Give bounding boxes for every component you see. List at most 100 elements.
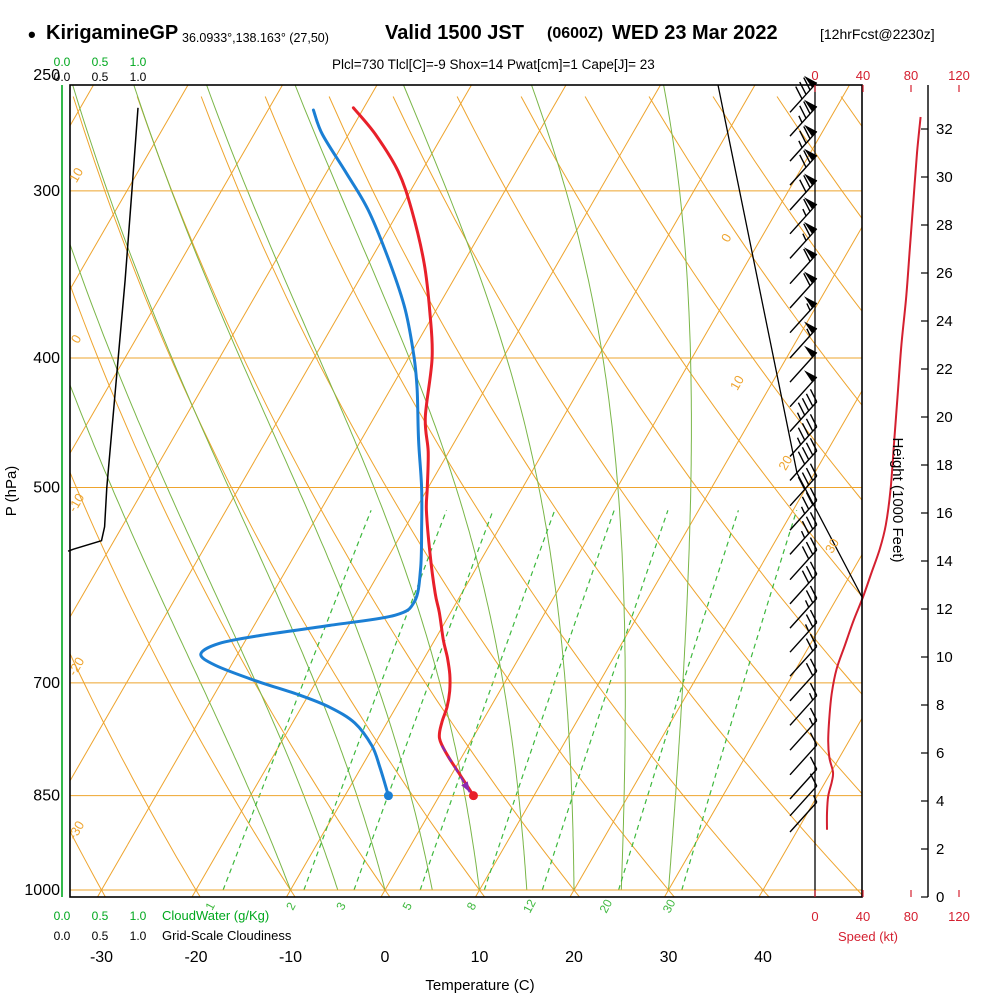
barb-half bbox=[808, 692, 814, 701]
mixing-ratio-label: 2 bbox=[283, 900, 299, 913]
chart-element bbox=[789, 524, 818, 555]
speed-tick-top-label: 120 bbox=[948, 68, 970, 83]
pressure-tick-label: 400 bbox=[33, 350, 60, 367]
barb-flag bbox=[804, 247, 817, 260]
temp-tick-label: 0 bbox=[381, 949, 390, 966]
isotherm-line bbox=[97, 85, 567, 897]
wind-barb bbox=[789, 773, 818, 817]
chart-element bbox=[789, 130, 818, 162]
isotherm-label-left: -20 bbox=[65, 654, 87, 678]
barb-flag bbox=[804, 197, 817, 210]
wind-barb bbox=[789, 296, 818, 334]
barb-half bbox=[806, 328, 811, 336]
barb-flag bbox=[804, 173, 817, 186]
isotherm-label-right: 20 bbox=[775, 453, 795, 473]
chart-element bbox=[789, 549, 818, 581]
barb-half bbox=[800, 530, 806, 539]
height-tick-label: 16 bbox=[936, 505, 953, 522]
cloudiness-scale-top: 0.5 bbox=[92, 70, 109, 84]
dry-adiabat-line bbox=[70, 652, 201, 897]
height-tick-label: 24 bbox=[936, 313, 953, 330]
chart-element bbox=[789, 105, 818, 137]
wind-barb bbox=[789, 633, 818, 677]
height-tick-label: 28 bbox=[936, 217, 953, 234]
barb-half bbox=[796, 437, 802, 445]
mixing-ratio-line bbox=[483, 510, 615, 891]
height-tick-label: 6 bbox=[936, 745, 944, 762]
barb-full bbox=[801, 397, 810, 412]
chart-element bbox=[789, 646, 818, 677]
barb-full bbox=[805, 590, 814, 604]
moist-adiabat-line bbox=[70, 242, 339, 891]
barb-full bbox=[803, 77, 811, 91]
surface-temp-dot bbox=[468, 791, 478, 801]
dewpoint-curve bbox=[199, 108, 424, 798]
height-tick-label: 8 bbox=[936, 697, 944, 714]
wind-barb bbox=[789, 438, 818, 481]
dry-adiabat-line bbox=[456, 96, 862, 696]
barb-full bbox=[797, 427, 806, 441]
mixing-ratio-label: 3 bbox=[333, 900, 349, 913]
moist-adiabat-line bbox=[206, 85, 480, 891]
barb-full bbox=[809, 414, 818, 428]
wind-barbs bbox=[789, 75, 818, 833]
barb-full bbox=[809, 585, 818, 599]
barb-full bbox=[805, 418, 814, 432]
dry-adiabat-line bbox=[520, 96, 862, 598]
wind-barb bbox=[789, 561, 818, 605]
cloudiness-scale-bottom: 0.0 bbox=[54, 929, 71, 943]
chart-element bbox=[789, 253, 818, 285]
barb-full bbox=[805, 442, 814, 456]
barb-full bbox=[809, 682, 818, 696]
barb-flag bbox=[804, 271, 817, 284]
chart-element bbox=[789, 302, 818, 334]
cloudiness-scale-bottom: 1.0 bbox=[130, 929, 147, 943]
forecast-init-info: [12hrFcst@2230z] bbox=[820, 26, 935, 42]
barb-half bbox=[798, 140, 803, 149]
moist-adiabat-line bbox=[294, 85, 528, 891]
barb-full bbox=[809, 609, 818, 623]
station-name: KirigamineGP bbox=[46, 22, 179, 44]
barb-full bbox=[805, 541, 814, 555]
height-tick-label: 26 bbox=[936, 265, 953, 282]
barb-full bbox=[809, 537, 818, 551]
mixing-ratio-line bbox=[419, 510, 556, 891]
pressure-tick-label: 1000 bbox=[24, 882, 60, 899]
wind-barb bbox=[789, 99, 818, 137]
parcel-arrowhead bbox=[461, 781, 470, 793]
wind-barb bbox=[789, 389, 818, 432]
isotherm-label-right: 0 bbox=[718, 231, 735, 245]
barb-half bbox=[800, 506, 806, 515]
barb-full bbox=[803, 248, 811, 262]
speed-tick-bottom-label: 40 bbox=[856, 909, 870, 924]
dry-adiabat-line bbox=[648, 96, 862, 406]
dry-adiabat-line bbox=[136, 96, 581, 897]
barb-half bbox=[812, 795, 818, 803]
barb-full bbox=[805, 638, 814, 652]
mixing-ratio-line bbox=[303, 510, 448, 891]
speed-tick-bottom-label: 80 bbox=[904, 909, 918, 924]
barb-full bbox=[809, 487, 818, 501]
chart-element bbox=[789, 573, 818, 605]
chart-element bbox=[789, 597, 818, 629]
barb-full bbox=[809, 511, 818, 525]
chart-element bbox=[789, 327, 818, 359]
isotherm-line bbox=[70, 85, 189, 291]
barb-half bbox=[804, 624, 810, 632]
chart-element bbox=[789, 720, 818, 751]
wind-barb bbox=[789, 487, 818, 531]
barb-half bbox=[808, 717, 814, 726]
barb-half bbox=[798, 115, 803, 124]
cloudwater-scale-bottom: 0.5 bbox=[92, 909, 109, 923]
isotherm-line bbox=[569, 389, 862, 897]
isotherm-line bbox=[70, 85, 283, 455]
isotherm-label-left: -10 bbox=[65, 491, 87, 515]
chart-element bbox=[789, 768, 818, 800]
barb-full bbox=[801, 422, 810, 437]
wind-barb bbox=[789, 345, 818, 383]
barb-full bbox=[809, 773, 818, 787]
wind-barb bbox=[789, 414, 818, 457]
pressure-tick-label: 500 bbox=[33, 480, 60, 497]
isotherm-label-right: 30 bbox=[822, 536, 842, 556]
chart-element bbox=[789, 801, 818, 833]
